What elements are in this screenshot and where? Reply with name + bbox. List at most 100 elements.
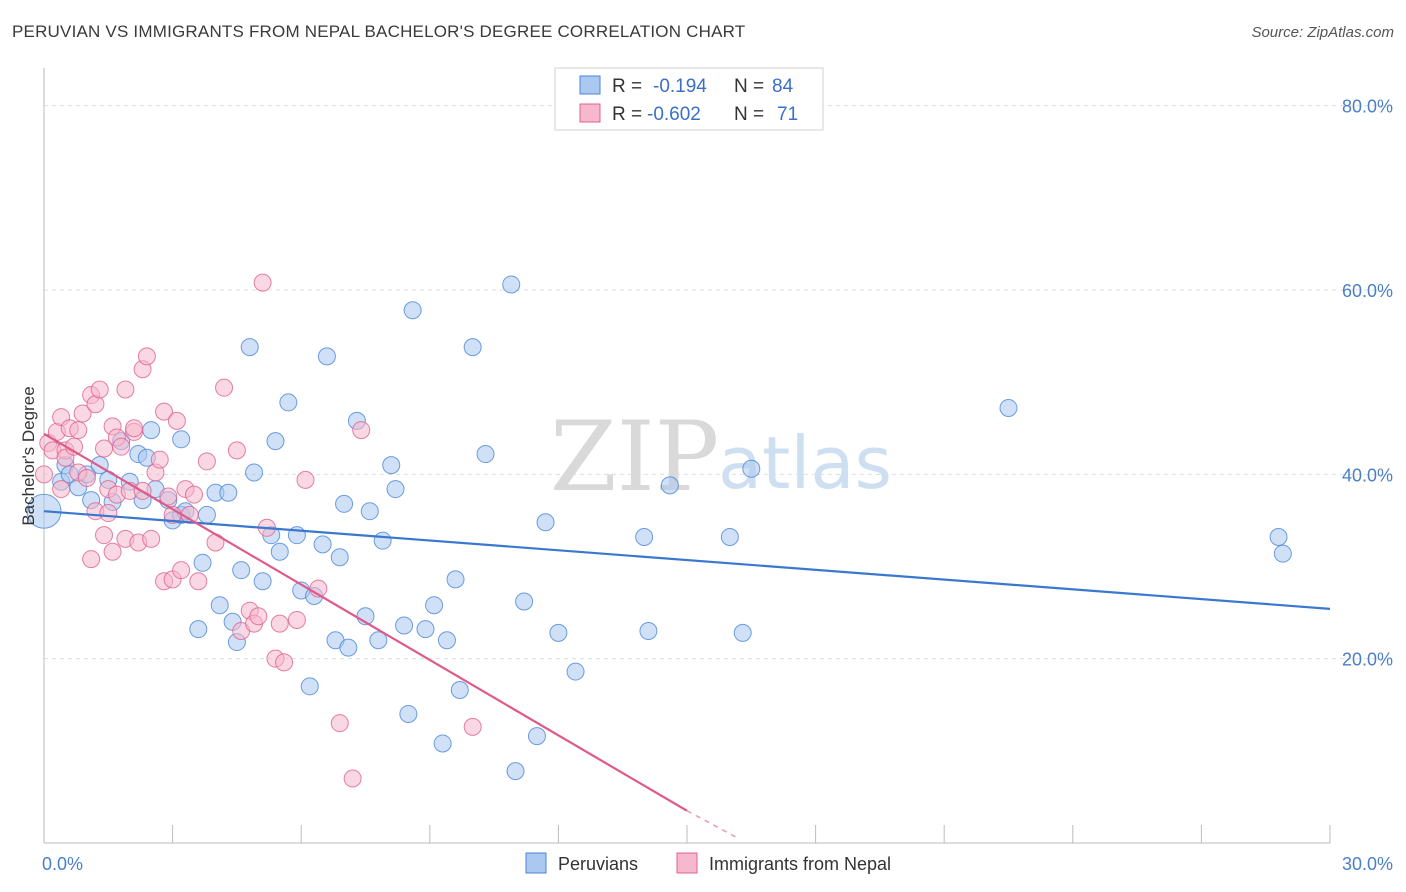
x-tick-label: 0.0%	[42, 854, 83, 874]
point-nepal	[330, 714, 349, 733]
y-tick-label: 40.0%	[1342, 465, 1393, 485]
point-nepal	[77, 469, 96, 488]
point-nepal	[137, 347, 156, 366]
watermark-zip: ZIP	[550, 401, 719, 513]
point-peruvians	[425, 596, 444, 615]
point-peruvians	[446, 570, 465, 589]
legend-swatch-nepal	[579, 103, 601, 123]
legend-r-value-1: -0.194	[653, 76, 707, 97]
point-peruvians	[463, 338, 482, 357]
point-peruvians	[189, 620, 208, 639]
point-nepal	[253, 273, 272, 292]
point-nepal	[159, 487, 178, 506]
point-nepal	[150, 450, 169, 469]
point-nepal	[352, 421, 371, 440]
point-nepal	[185, 485, 204, 504]
point-peruvians	[335, 494, 354, 513]
point-peruvians	[733, 623, 752, 642]
point-nepal	[116, 380, 135, 399]
y-tick-label: 20.0%	[1342, 650, 1393, 670]
point-peruvians	[476, 445, 495, 464]
point-peruvians	[270, 542, 289, 561]
series-legend-swatch-peruvians	[525, 852, 547, 874]
axes	[43, 68, 1331, 844]
source-label: Source: ZipAtlas.com	[1251, 24, 1394, 41]
point-nepal	[463, 717, 482, 736]
point-peruvians	[635, 528, 654, 546]
point-peruvians	[317, 347, 336, 366]
trend-line-peruvians	[43, 510, 1331, 610]
y-tick-label: 60.0%	[1342, 281, 1393, 301]
point-nepal	[215, 378, 234, 397]
point-peruvians	[197, 505, 216, 524]
series-legend: Peruvians Immigrants from Nepal	[525, 852, 891, 874]
point-peruvians	[382, 456, 401, 475]
legend-n-label-2: N =	[734, 104, 764, 125]
point-nepal	[52, 480, 71, 499]
point-peruvians	[266, 432, 285, 451]
point-peruvians	[369, 631, 388, 650]
point-peruvians	[502, 275, 521, 294]
point-nepal	[142, 529, 161, 548]
chart-title: PERUVIAN VS IMMIGRANTS FROM NEPAL BACHEL…	[12, 22, 746, 41]
point-peruvians	[339, 638, 358, 657]
trend-line-nepal-extension	[686, 810, 739, 840]
point-peruvians	[742, 459, 761, 478]
x-tick-label: 30.0%	[1342, 854, 1393, 874]
point-nepal	[95, 526, 114, 545]
trend-line-nepal	[43, 432, 688, 812]
tick-labels: 20.0% 40.0% 60.0% 80.0% 0.0% 30.0%	[42, 97, 1393, 874]
point-nepal	[197, 452, 216, 471]
point-peruvians	[506, 762, 525, 781]
point-nepal	[167, 411, 186, 430]
point-nepal	[227, 441, 246, 460]
point-nepal	[270, 614, 289, 633]
point-nepal	[99, 504, 118, 523]
point-peruvians	[536, 513, 555, 532]
point-nepal	[249, 607, 268, 626]
point-peruvians	[450, 681, 469, 699]
point-peruvians	[232, 561, 251, 580]
legend-r-label-2: R =	[612, 104, 642, 125]
point-nepal	[112, 437, 131, 456]
legend-n-value-1: 84	[772, 76, 794, 97]
point-peruvians	[515, 592, 534, 611]
point-peruvians	[240, 338, 259, 357]
legend-r-value-2: -0.602	[647, 104, 701, 125]
point-peruvians	[999, 398, 1018, 417]
y-tick-label: 80.0%	[1342, 97, 1393, 117]
point-peruvians	[549, 623, 568, 642]
point-nepal	[189, 572, 208, 591]
series-legend-swatch-nepal	[676, 852, 698, 874]
series-legend-label-peruvians: Peruvians	[558, 854, 638, 874]
point-peruvians	[416, 620, 435, 639]
stats-legend: R = -0.194 N = 84 R = -0.602 N = 71	[554, 67, 824, 131]
y-axis-label: Bachelor's Degree	[19, 386, 38, 525]
point-peruvians	[566, 662, 585, 681]
watermark-atlas: atlas	[718, 421, 892, 505]
point-nepal	[103, 542, 122, 561]
point-nepal	[275, 653, 294, 672]
point-peruvians	[193, 553, 212, 572]
point-peruvians	[210, 596, 229, 615]
point-peruvians	[245, 463, 264, 482]
point-peruvians	[142, 421, 161, 440]
series-legend-label-nepal: Immigrants from Nepal	[709, 854, 891, 874]
point-peruvians	[399, 704, 418, 723]
point-peruvians	[313, 535, 332, 554]
trend-lines	[43, 432, 1331, 840]
point-peruvians	[1269, 528, 1288, 546]
point-peruvians	[433, 734, 452, 753]
legend-n-value-2: 71	[777, 104, 798, 125]
point-peruvians	[1273, 544, 1292, 563]
point-peruvians	[360, 502, 379, 521]
point-peruvians	[373, 531, 392, 550]
point-peruvians	[660, 476, 679, 495]
legend-r-label-1: R =	[612, 76, 642, 97]
point-peruvians	[395, 616, 414, 635]
point-peruvians	[527, 727, 546, 746]
point-nepal	[73, 404, 92, 423]
point-peruvians	[437, 631, 456, 650]
point-peruvians	[300, 677, 319, 696]
